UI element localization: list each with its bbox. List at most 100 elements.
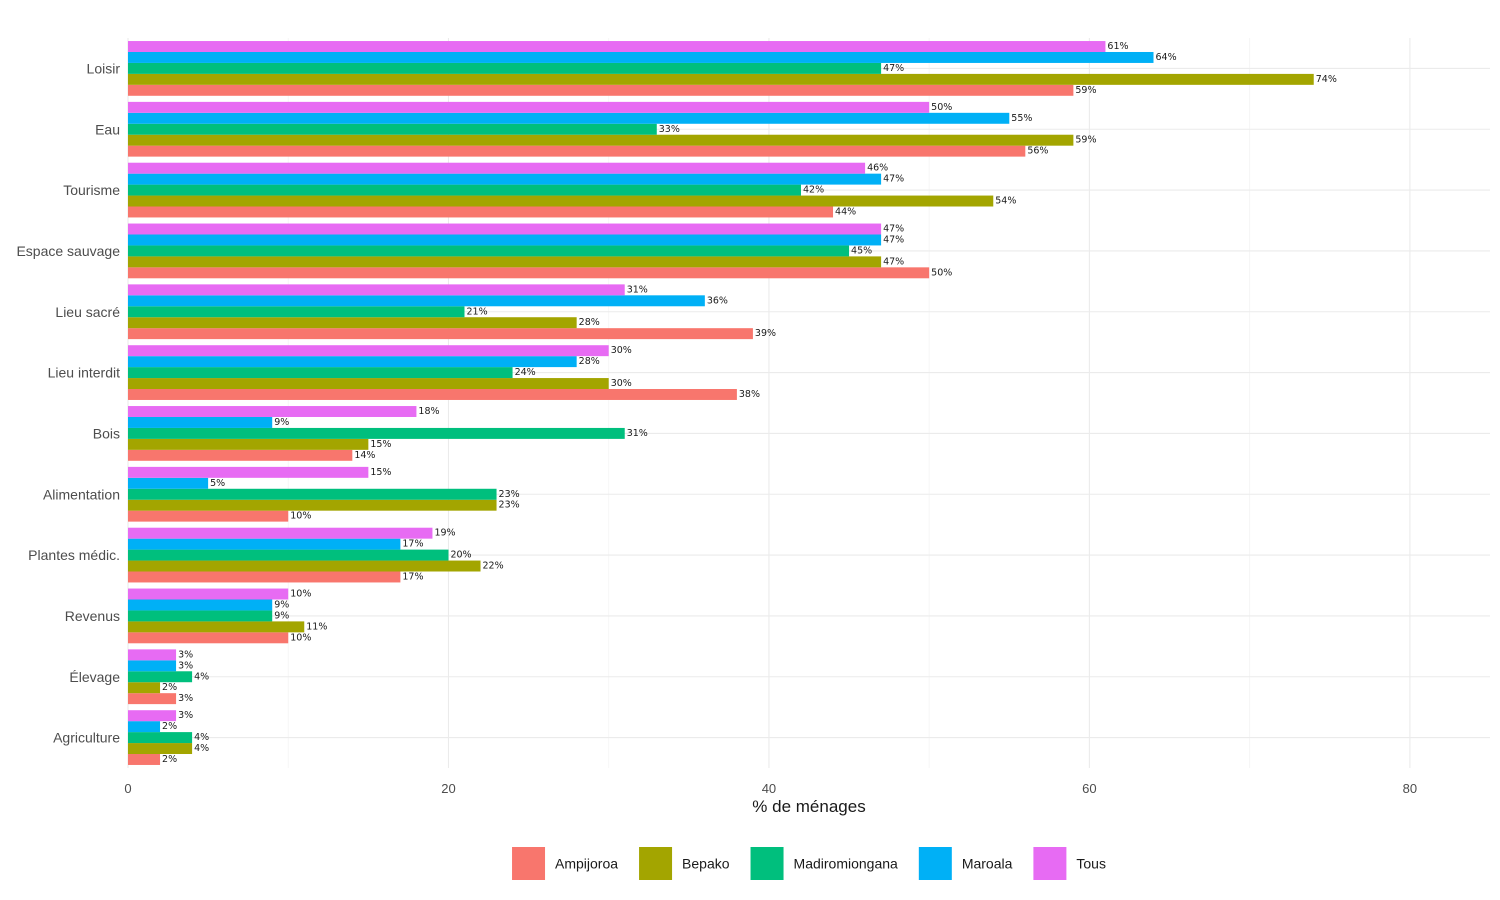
bar-ampijoroa [128, 328, 753, 340]
data-label-bepako: 28% [579, 317, 600, 328]
data-label-madiromiongana: 42% [803, 185, 824, 196]
bar-maroala [128, 295, 705, 307]
data-label-bepako: 47% [883, 256, 904, 267]
bar-tous [128, 162, 866, 174]
bar-madiromiongana [128, 427, 625, 439]
x-tick-label: 20 [441, 781, 455, 796]
x-tick-label: 60 [1082, 781, 1096, 796]
bar-bepako [128, 378, 609, 390]
data-label-bepako: 2% [162, 682, 177, 693]
data-label-maroala: 47% [883, 174, 904, 185]
data-label-tous: 50% [931, 102, 952, 113]
bar-bepako [128, 682, 161, 694]
data-label-ampijoroa: 2% [162, 754, 177, 765]
bar-maroala [128, 660, 177, 672]
bar-madiromiongana [128, 123, 657, 135]
data-label-maroala: 64% [1156, 52, 1177, 63]
bar-ampijoroa [128, 754, 161, 765]
bar-madiromiongana [128, 184, 801, 196]
legend-label-tous: Tous [1076, 856, 1106, 872]
data-label-ampijoroa: 10% [290, 632, 311, 643]
bar-ampijoroa [128, 389, 737, 400]
legend-label-ampijoroa: Ampijoroa [555, 856, 618, 872]
bar-ampijoroa [128, 267, 930, 279]
bar-tous [128, 284, 625, 296]
data-label-ampijoroa: 14% [354, 450, 375, 461]
y-tick-label: Élevage [69, 669, 120, 685]
data-label-maroala: 9% [274, 417, 289, 428]
axis-layer: Loisir Eau Tourisme Espace sauvage Lieu sacr… [16, 60, 1417, 796]
y-tick-label: Loisir [87, 60, 121, 76]
y-tick-label: Espace sauvage [16, 243, 120, 259]
data-label-bepako: 15% [370, 439, 391, 450]
data-label-ampijoroa: 38% [739, 389, 760, 400]
data-label-ampijoroa: 10% [290, 511, 311, 522]
data-label-madiromiongana: 9% [274, 610, 289, 621]
bar-maroala [128, 416, 273, 428]
bar-ampijoroa [128, 571, 401, 583]
bar-tous [128, 223, 882, 235]
data-label-bepako: 59% [1075, 135, 1096, 146]
bar-bepako [128, 73, 1314, 85]
legend-key-tous [1033, 847, 1067, 880]
bar-tous [128, 41, 1106, 52]
bar-maroala [128, 538, 401, 550]
bar-ampijoroa [128, 693, 177, 705]
bar-bepako [128, 438, 369, 450]
bar-tous [128, 710, 177, 722]
bar-madiromiongana [128, 306, 465, 318]
bar-tous [128, 649, 177, 661]
bar-maroala [128, 234, 882, 246]
bar-tous [128, 345, 609, 357]
data-label-madiromiongana: 45% [851, 245, 872, 256]
y-tick-label: Bois [93, 425, 120, 441]
data-label-madiromiongana: 4% [194, 732, 209, 743]
data-label-bepako: 11% [306, 621, 327, 632]
y-tick-label: Revenus [65, 608, 120, 624]
data-label-madiromiongana: 21% [466, 306, 487, 317]
data-label-tous: 3% [178, 649, 193, 660]
data-label-maroala: 55% [1011, 113, 1032, 124]
data-label-tous: 19% [434, 528, 455, 539]
legend-key-ampijoroa [512, 847, 546, 880]
data-label-bepako: 4% [194, 743, 209, 754]
bar-maroala [128, 721, 161, 733]
bar-tous [128, 101, 930, 113]
data-label-layer: 59% 74% 47% 64% 61% 56% 59% 33% 55% 50% 44% 54% 42% 4… [162, 41, 1337, 765]
data-label-maroala: 5% [210, 478, 225, 489]
y-tick-label: Lieu sacré [55, 304, 120, 320]
x-tick-label: 40 [762, 781, 776, 796]
y-tick-label: Tourisme [63, 182, 120, 198]
data-label-maroala: 47% [883, 234, 904, 245]
y-tick-label: Alimentation [43, 486, 120, 502]
data-label-tous: 30% [611, 345, 632, 356]
bar-maroala [128, 112, 1010, 124]
bar-bepako [128, 743, 193, 755]
y-tick-label: Eau [95, 121, 120, 137]
y-tick-label: Agriculture [53, 730, 120, 746]
data-label-maroala: 2% [162, 721, 177, 732]
bar-bepako [128, 317, 577, 329]
bar-maroala [128, 356, 577, 368]
data-label-tous: 15% [370, 467, 391, 478]
legend-label-bepako: Bepako [682, 856, 730, 872]
y-tick-label: Lieu interdit [48, 365, 120, 381]
data-label-ampijoroa: 3% [178, 693, 193, 704]
data-label-ampijoroa: 17% [402, 571, 423, 582]
bar-madiromiongana [128, 610, 273, 622]
bar-maroala [128, 173, 882, 185]
data-label-maroala: 9% [274, 599, 289, 610]
y-tick-label: Plantes médic. [28, 547, 120, 563]
data-label-tous: 18% [418, 406, 439, 417]
bar-tous [128, 406, 417, 417]
data-label-tous: 31% [627, 284, 648, 295]
bar-maroala [128, 599, 273, 611]
bar-tous [128, 466, 369, 478]
bar-tous [128, 527, 433, 539]
legend-label-maroala: Maroala [962, 856, 1013, 872]
data-label-bepako: 22% [483, 561, 504, 572]
bar-tous [128, 588, 289, 600]
bar-ampijoroa [128, 145, 1026, 157]
